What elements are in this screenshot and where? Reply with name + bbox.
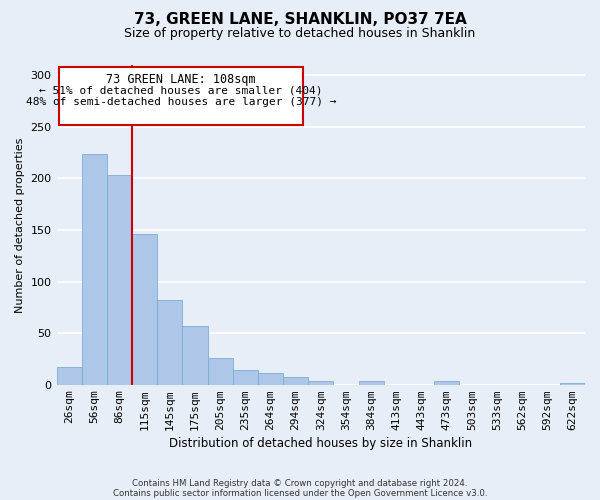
Text: Contains public sector information licensed under the Open Government Licence v3: Contains public sector information licen…: [113, 488, 487, 498]
Bar: [233, 370, 258, 384]
Bar: [107, 176, 132, 384]
Text: ← 51% of detached houses are smaller (404): ← 51% of detached houses are smaller (40…: [40, 86, 323, 96]
Bar: [182, 326, 208, 384]
Bar: [132, 234, 157, 384]
Bar: [157, 300, 182, 384]
Bar: [560, 382, 585, 384]
Text: 73, GREEN LANE, SHANKLIN, PO37 7EA: 73, GREEN LANE, SHANKLIN, PO37 7EA: [134, 12, 466, 28]
Bar: [359, 380, 383, 384]
FancyBboxPatch shape: [59, 67, 303, 125]
Text: 73 GREEN LANE: 108sqm: 73 GREEN LANE: 108sqm: [106, 74, 256, 86]
Bar: [56, 367, 82, 384]
Bar: [434, 380, 459, 384]
X-axis label: Distribution of detached houses by size in Shanklin: Distribution of detached houses by size …: [169, 437, 472, 450]
Y-axis label: Number of detached properties: Number of detached properties: [15, 137, 25, 312]
Bar: [283, 378, 308, 384]
Text: 48% of semi-detached houses are larger (377) →: 48% of semi-detached houses are larger (…: [26, 97, 337, 107]
Bar: [308, 380, 334, 384]
Bar: [208, 358, 233, 384]
Text: Size of property relative to detached houses in Shanklin: Size of property relative to detached ho…: [124, 28, 476, 40]
Bar: [82, 154, 107, 384]
Text: Contains HM Land Registry data © Crown copyright and database right 2024.: Contains HM Land Registry data © Crown c…: [132, 478, 468, 488]
Bar: [258, 374, 283, 384]
